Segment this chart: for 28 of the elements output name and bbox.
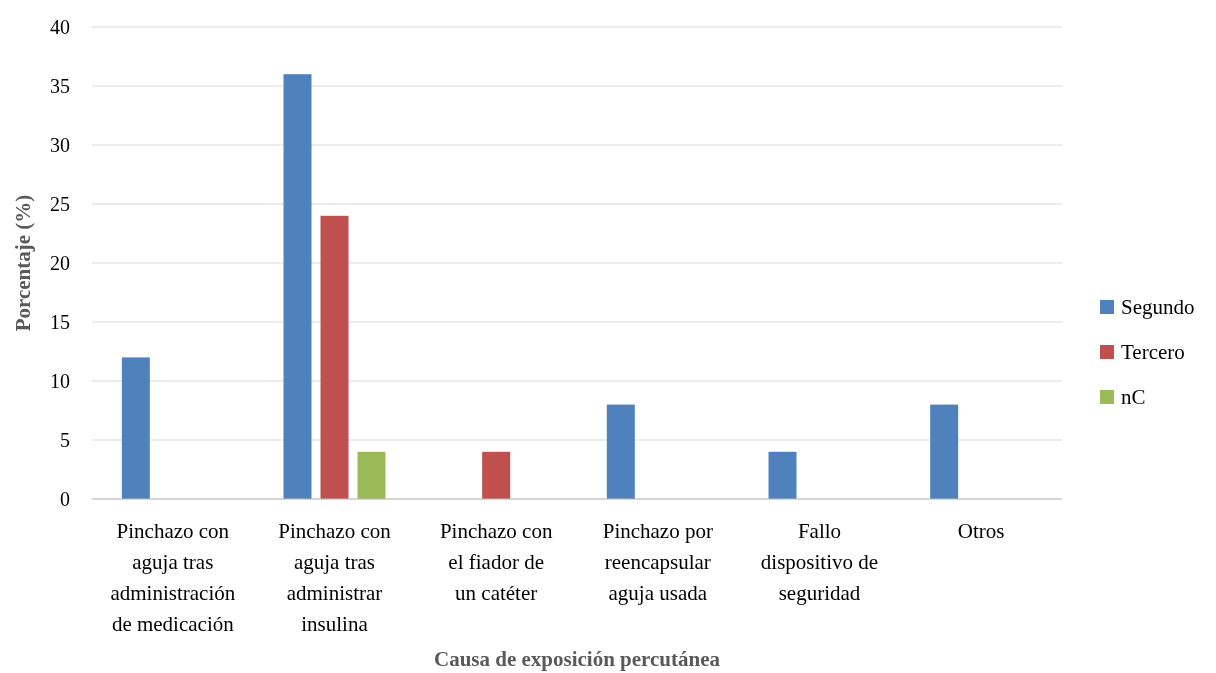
bar — [606, 404, 635, 499]
bar — [930, 404, 959, 499]
x-tick-label: Pinchazo con el fiador de un catéter — [439, 519, 553, 605]
y-tick-label: 20 — [50, 252, 70, 274]
y-tick-label: 0 — [60, 488, 70, 510]
x-tick-label: Pinchazo por reencapsular aguja usada — [602, 519, 713, 605]
bar — [121, 357, 150, 499]
bar — [768, 451, 797, 499]
x-tick-label: Pinchazo con aguja tras administrar insulina — [278, 519, 392, 636]
x-tick-label: Pinchazo con aguja tras administración de medicación — [110, 519, 236, 636]
y-tick-label: 35 — [50, 75, 70, 97]
bar — [320, 215, 349, 499]
y-tick-label: 30 — [50, 134, 70, 156]
y-axis-title: Porcentaje (%) — [11, 194, 35, 332]
y-tick-label: 25 — [50, 193, 70, 215]
bar — [482, 451, 511, 499]
y-tick-label: 10 — [50, 370, 70, 392]
y-tick-label: 15 — [50, 311, 70, 333]
y-tick-label: 40 — [50, 16, 70, 38]
x-tick-label: Fallo dispositivo de seguridad — [760, 519, 879, 605]
x-axis-title: Causa de exposición percutánea — [433, 647, 721, 671]
bar — [357, 451, 386, 499]
bar — [283, 74, 312, 499]
legend-label: nC — [1121, 385, 1146, 410]
x-tick-label: Otros — [957, 519, 1005, 543]
legend-label: Tercero — [1121, 340, 1185, 365]
legend-label: Segundo — [1121, 295, 1195, 320]
y-tick-label: 5 — [60, 429, 70, 451]
